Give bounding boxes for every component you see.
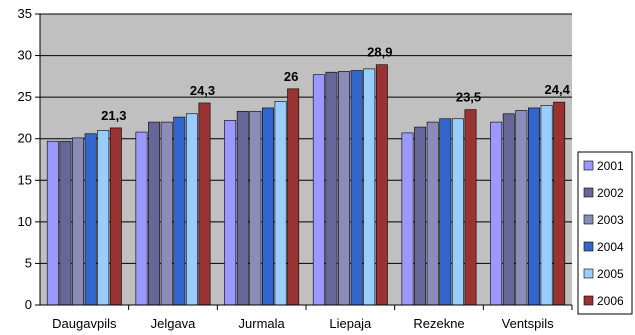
legend-label-2006: 2006	[597, 294, 624, 308]
data-label: 24,4	[545, 82, 571, 97]
legend-swatch-2004	[583, 241, 594, 252]
bar-2001-Jelgava	[135, 131, 148, 306]
bar-2006-Ventspils	[553, 101, 566, 306]
x-tick-label: Rezekne	[413, 316, 464, 331]
bar-2005-Ventspils	[540, 105, 553, 306]
bars	[46, 64, 566, 306]
y-axis-ticks: 0 5 10 15 20 25 30 35	[18, 6, 40, 312]
bar-2004-Liepaja	[350, 70, 363, 306]
bar-2003-Jurmala	[249, 110, 262, 306]
x-axis-ticks: Daugavpils Jelgava Jurmala Liepaja Rezekne Ve…	[52, 305, 573, 331]
legend-swatch-2006	[583, 295, 594, 306]
bar-2005-Rezekne	[451, 118, 464, 306]
y-tick-label: 35	[18, 6, 32, 21]
bar-2002-Liepaja	[325, 71, 338, 306]
gridlines	[40, 13, 572, 264]
bar-2002-Rezekne	[414, 126, 427, 306]
data-label: 24,3	[190, 83, 215, 98]
bar-2005-Daugavpils	[97, 130, 110, 306]
bar-2006-Rezekne	[464, 109, 477, 306]
bar-2006-Jelgava	[198, 102, 211, 306]
y-tick-label: 5	[25, 255, 32, 270]
bar-2003-Daugavpils	[72, 137, 84, 306]
bar-2002-Jelgava	[148, 121, 161, 306]
bar-2003-Liepaja	[338, 71, 350, 306]
bar-2004-Rezekne	[439, 118, 452, 306]
bar-2004-Jelgava	[173, 116, 186, 306]
bar-2003-Ventspils	[515, 110, 528, 306]
data-labels: 21,3 24,3 26 28,9 23,5 24,4	[101, 45, 570, 123]
y-tick-label: 15	[18, 172, 32, 187]
legend-label-2001: 2001	[597, 159, 624, 173]
bar-2003-Jelgava	[160, 121, 173, 306]
data-label: 21,3	[101, 108, 126, 123]
plot-area	[40, 14, 572, 305]
legend-label-2005: 2005	[597, 267, 624, 281]
bar-2006-Daugavpils	[109, 127, 122, 306]
bar-2001-Jurmala	[224, 120, 237, 306]
x-tick-label: Jurmala	[239, 316, 286, 331]
bar-2004-Ventspils	[528, 107, 540, 306]
data-label: 28,9	[367, 45, 392, 60]
bar-2006-Liepaja	[375, 64, 388, 306]
legend-label-2003: 2003	[597, 213, 624, 227]
x-tick-label: Daugavpils	[52, 316, 117, 331]
y-tick-label: 30	[18, 48, 32, 63]
bar-2001-Daugavpils	[46, 140, 59, 306]
x-tick-label: Jelgava	[151, 316, 197, 331]
bar-2001-Liepaja	[312, 74, 325, 306]
bar-2004-Daugavpils	[84, 133, 97, 306]
bar-2005-Liepaja	[363, 68, 376, 306]
bar-2004-Jurmala	[262, 107, 274, 306]
y-tick-label: 0	[25, 297, 32, 312]
x-tick-label: Liepaja	[329, 316, 372, 331]
bar-2001-Rezekne	[401, 132, 414, 306]
legend-swatch-2002	[583, 187, 594, 198]
x-tick-label: Ventspils	[502, 316, 555, 331]
y-tick-label: 25	[18, 89, 32, 104]
bar-2006-Jurmala	[287, 88, 300, 306]
legend-swatch-2003	[583, 214, 594, 225]
legend-swatch-2001	[583, 160, 594, 171]
y-tick-label: 20	[18, 131, 32, 146]
data-label: 23,5	[456, 90, 481, 105]
bar-2002-Ventspils	[502, 113, 515, 306]
bar-2003-Rezekne	[426, 121, 439, 306]
bar-2002-Jurmala	[236, 110, 249, 306]
legend-box	[577, 151, 633, 315]
bar-2005-Jelgava	[185, 113, 198, 306]
bar-2002-Daugavpils	[59, 140, 72, 306]
y-tick-label: 10	[18, 214, 32, 229]
legend-label-2002: 2002	[597, 186, 624, 200]
legend-swatch-2005	[583, 268, 594, 279]
data-label: 26	[284, 69, 298, 84]
bar-2001-Ventspils	[490, 121, 503, 306]
legend: 2001 2002 2003 2004 2005 2006	[577, 151, 633, 315]
bar-2005-Jurmala	[274, 101, 287, 306]
legend-label-2004: 2004	[597, 240, 624, 254]
